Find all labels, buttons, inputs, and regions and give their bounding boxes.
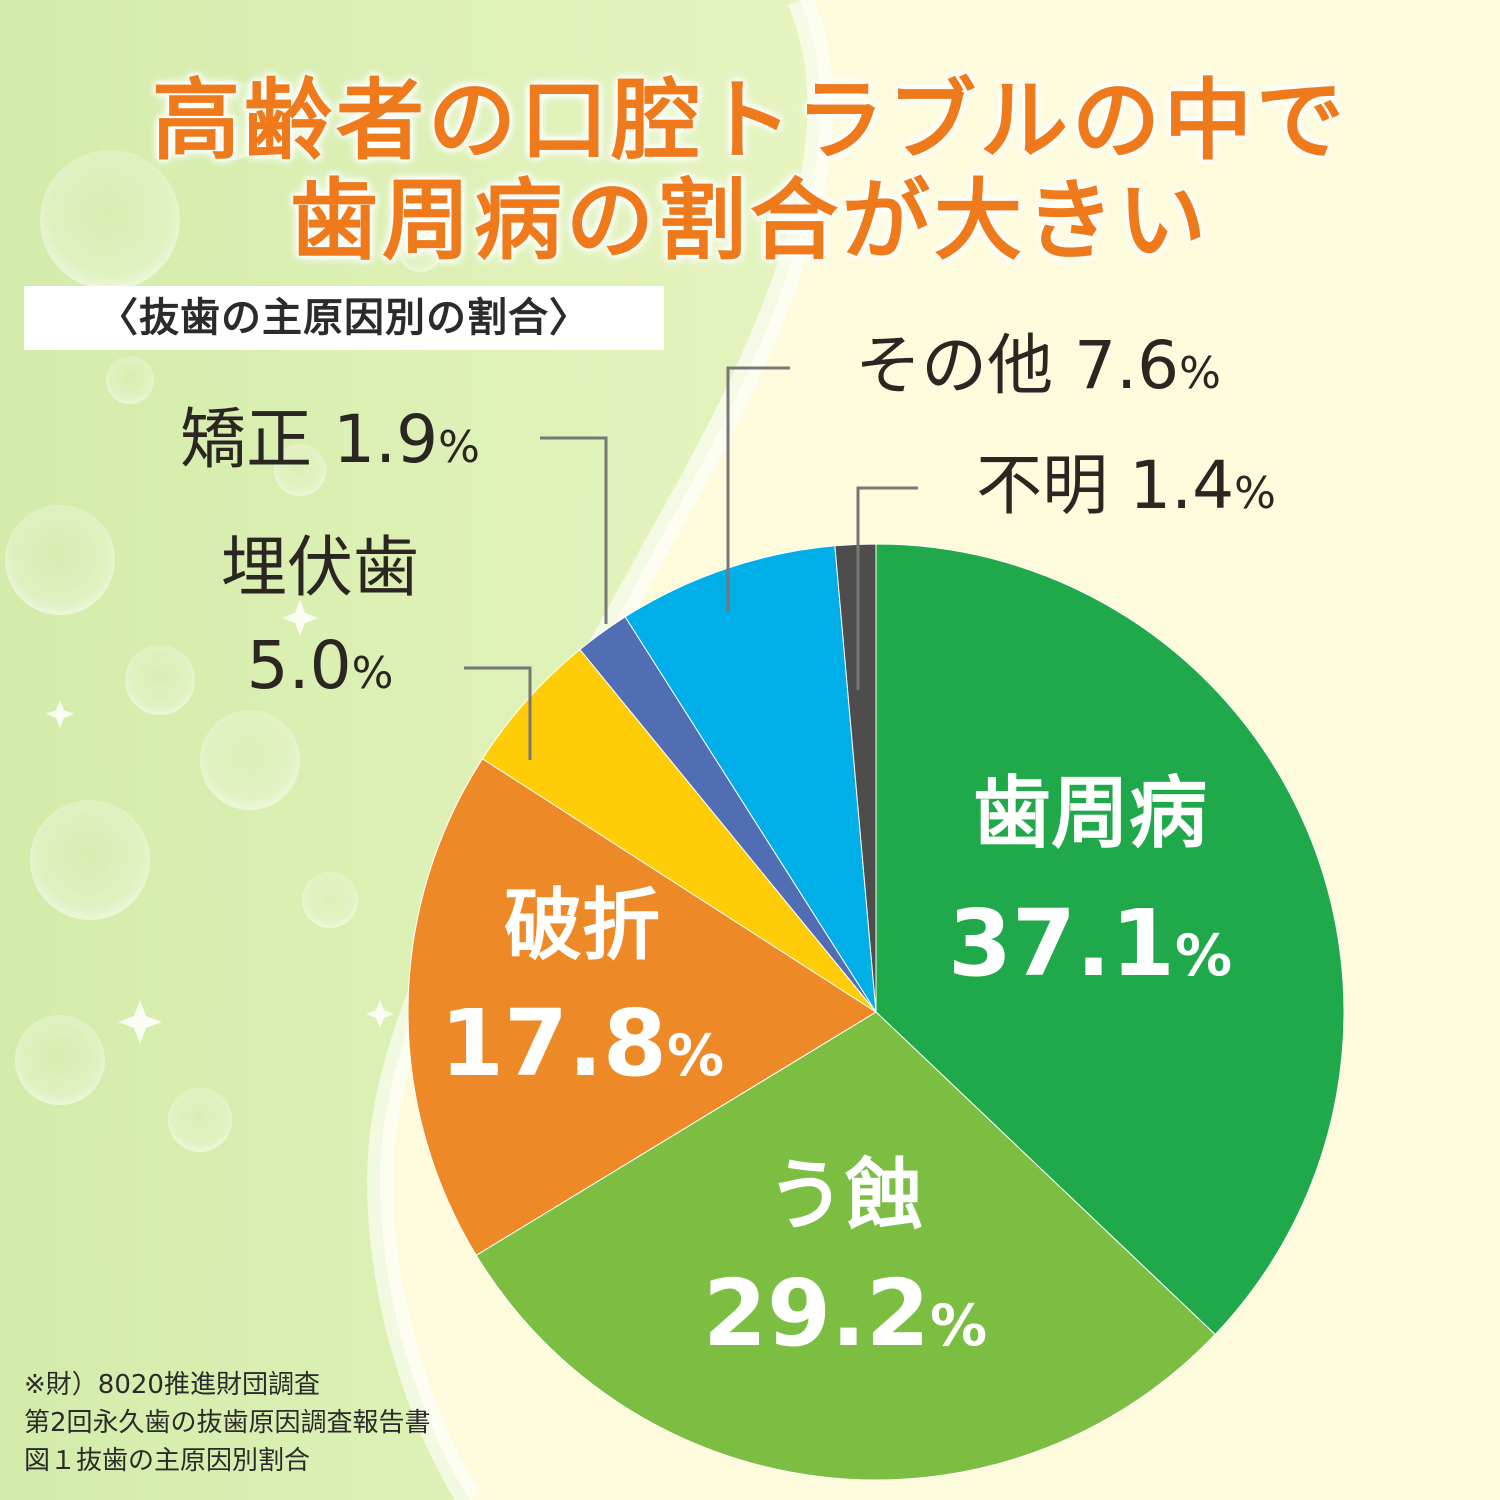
- leader-line-7: [856, 486, 918, 690]
- sparkle: [282, 600, 318, 636]
- bubble: [274, 444, 326, 496]
- pie-slices: [407, 543, 1345, 1481]
- bubble: [190, 80, 270, 160]
- pie-slice-1: [875, 543, 1345, 1336]
- bubble: [398, 228, 442, 272]
- bubble: [15, 1015, 105, 1105]
- slice-name-label-2: う蝕: [767, 1151, 923, 1241]
- slice-label-6: その他 7.6%: [855, 327, 1221, 404]
- bubble: [125, 645, 195, 715]
- bubble: [106, 356, 154, 404]
- page-title-line-1: 高齢者の口腔トラブルの中で: [151, 69, 1348, 172]
- leader-line-4: [464, 666, 532, 760]
- source-note: ※財）8020推進財団調査 第2回永久歯の抜歯原因調査報告書 図１抜歯の主原因別…: [24, 1366, 431, 1480]
- slice-value-label-2: 29.2%: [703, 1260, 987, 1367]
- bubble: [200, 710, 300, 810]
- bubble: [168, 1088, 232, 1152]
- chart-title: 〈抜歯の主原因別の割合〉: [24, 286, 664, 350]
- pie-slice-4: [481, 648, 877, 1013]
- source-line-2: 第2回永久歯の抜歯原因調査報告書: [24, 1408, 431, 1438]
- slice-labels: 歯周病 37.1% う蝕 29.2% 破折 17.8% 埋伏歯 5.0% 矯正 1.9% その他 …: [180, 327, 1276, 1367]
- slice-name-label-3: 破折: [504, 881, 660, 971]
- slice-value-label-4: 5.0%: [247, 627, 394, 704]
- page-title-line-2: 歯周病の割合が大きい: [289, 169, 1210, 272]
- bubble: [302, 872, 358, 928]
- sparkle: [366, 1000, 394, 1028]
- slice-label-7: 不明 1.4%: [976, 447, 1276, 524]
- bubble: [40, 150, 180, 290]
- slice-value-label-3: 17.8%: [440, 990, 724, 1097]
- slice-label-5: 矯正 1.9%: [180, 401, 480, 478]
- bubble: [30, 800, 150, 920]
- leader-line-5: [540, 436, 608, 624]
- leader-lines: [464, 366, 918, 760]
- pie-slice-3: [407, 758, 877, 1256]
- leader-line-6: [726, 366, 790, 612]
- source-line-1: ※財）8020推進財団調査: [24, 1370, 320, 1400]
- slice-name-label-4: 埋伏歯: [221, 529, 419, 606]
- slice-name-label-1: 歯周病: [973, 769, 1207, 859]
- pie-slice-7: [834, 543, 877, 1013]
- pie-slice-2: [475, 1011, 1216, 1481]
- source-line-3: 図１抜歯の主原因別割合: [24, 1446, 311, 1476]
- sparkle: [118, 1000, 162, 1044]
- slice-value-label-1: 37.1%: [948, 890, 1232, 997]
- pie-slice-6: [624, 545, 877, 1013]
- bubble: [5, 505, 115, 615]
- sparkle: [46, 700, 74, 728]
